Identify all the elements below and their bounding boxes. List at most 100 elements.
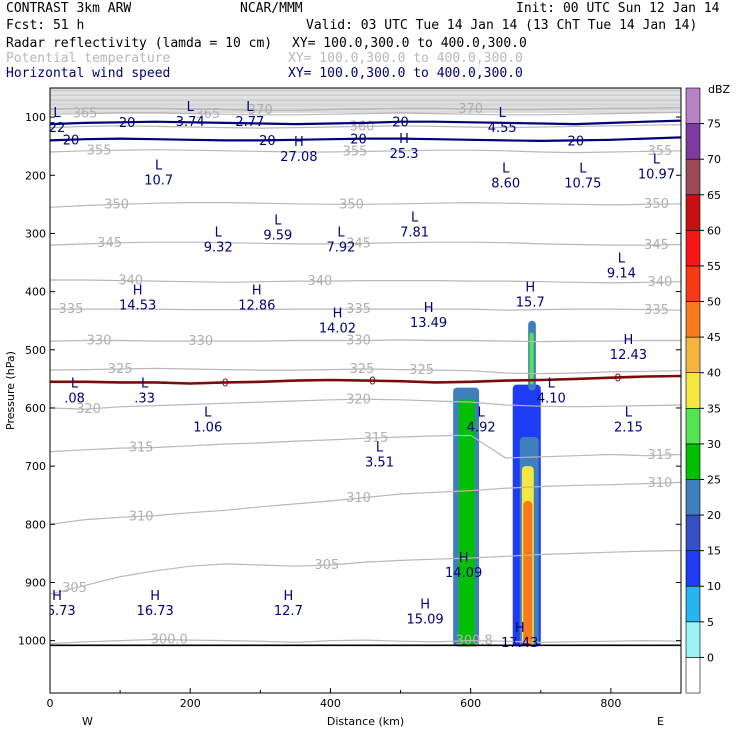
- wind-min-marker: L: [579, 161, 587, 176]
- wind-max-marker: H: [133, 283, 143, 298]
- theta-contour: [50, 434, 681, 459]
- wind-contour-label: 20: [350, 133, 367, 148]
- colorbar-swatch: [685, 657, 701, 694]
- colorbar-swatch: [685, 585, 701, 623]
- theta-contour-label: 350: [104, 197, 129, 212]
- theta-contour: [50, 149, 681, 154]
- plot-area: 300.0 300.8 305 305 310 310 310 315 315 315 320 320…: [50, 88, 681, 651]
- y-tick-label: 400: [25, 286, 46, 299]
- theta-contour: [50, 124, 681, 129]
- extremum-value: 14.53: [119, 298, 156, 313]
- extremum-value: 25.3: [390, 147, 419, 162]
- wind-max-marker: H: [52, 589, 62, 604]
- freezing-level-label: 0: [369, 375, 376, 388]
- extremum-value: .33: [134, 392, 155, 407]
- y-tick-label: 1000: [18, 635, 46, 648]
- wind-min-marker: L: [187, 100, 195, 115]
- wind-min-marker: L: [337, 225, 345, 240]
- theta-contour-label: 365: [195, 107, 220, 122]
- extremum-value: 7.92: [326, 240, 355, 255]
- colorbar-swatch: [685, 514, 701, 551]
- wind-min-marker: L: [478, 406, 486, 421]
- colorbar-swatch: [685, 443, 701, 480]
- extremum-value: 8.60: [491, 176, 520, 191]
- wind-contour: [50, 136, 681, 143]
- extremum-value: 4.55: [488, 121, 517, 136]
- theta-contour-label: 350: [339, 197, 364, 212]
- theta-contour-label: 345: [346, 236, 371, 251]
- x-end-label-west: W: [82, 715, 93, 728]
- wind-max-marker: H: [525, 281, 535, 296]
- colorbar-swatch: [685, 336, 701, 374]
- colorbar-level-label: 25: [707, 473, 721, 486]
- theta-contour: [50, 241, 681, 246]
- wind-contour: [50, 119, 681, 126]
- wind-min-marker: L: [274, 214, 282, 229]
- field-name-theta: Potential temperature: [6, 51, 171, 66]
- y-tick-label: 500: [25, 344, 46, 357]
- wind-contour-label: 20: [392, 116, 409, 131]
- wind-min-marker: L: [71, 377, 79, 392]
- theta-contour-label: 335: [59, 302, 84, 317]
- y-tick-label: 700: [25, 460, 46, 473]
- wind-min-marker: L: [618, 251, 626, 266]
- theta-contour-label: 340: [308, 274, 333, 289]
- colorbar-level-label: 15: [707, 545, 721, 558]
- x-tick-label: 400: [320, 697, 341, 710]
- colorbar-level-label: 65: [707, 189, 721, 202]
- field-xy-wind: XY= 100.0,300.0 to 400.0,300.0: [288, 66, 523, 81]
- theta-contour-label: 345: [97, 236, 122, 251]
- extremum-value: 1.06: [193, 421, 222, 436]
- colorbar-level-label: 35: [707, 402, 721, 415]
- extremum-value: 10.97: [638, 168, 675, 183]
- wind-min-marker: L: [155, 158, 163, 173]
- extremum-value: 27.08: [280, 150, 317, 165]
- theta-contour-label: 320: [346, 392, 371, 407]
- colorbar-level-label: 5: [707, 616, 714, 629]
- wind-max-marker: H: [459, 551, 469, 566]
- y-tick-label: 900: [25, 576, 46, 589]
- theta-contour: [50, 308, 681, 311]
- wind-max-marker: H: [252, 283, 262, 298]
- wind-min-marker: L: [548, 377, 556, 392]
- x-tick-label: 0: [47, 697, 54, 710]
- colorbar-level-label: 0: [707, 651, 714, 664]
- colorbar-swatch: [685, 87, 701, 124]
- reflectivity-cell: [458, 399, 475, 647]
- y-tick-label: 100: [25, 111, 46, 124]
- field-xy-theta: XY= 100.0,300.0 to 400.0,300.0: [288, 51, 523, 66]
- theta-contour-label: 355: [648, 144, 673, 159]
- theta-contour: [50, 339, 681, 343]
- extremum-value: 7.81: [400, 226, 429, 241]
- extremum-value: 3.74: [176, 115, 205, 130]
- colorbar-swatch: [685, 372, 701, 409]
- wind-max-marker: H: [624, 333, 634, 348]
- wind-contour-label: 20: [568, 134, 585, 149]
- wind-contour-label: 20: [63, 134, 80, 149]
- forecast-hour: Fcst: 51 h: [6, 18, 84, 33]
- reflectivity-cell: [529, 332, 534, 385]
- wind-min-marker: L: [141, 377, 149, 392]
- header: CONTRAST 3km ARW NCAR/MMM Init: 00 UTC S…: [6, 1, 720, 81]
- colorbar-swatch: [685, 194, 701, 231]
- y-tick-label: 800: [25, 518, 46, 531]
- theta-contour: [50, 201, 681, 208]
- colorbar: dBZ 0 5 10 15 20 25 30 35 40 45 50 55 60 65 70 75: [685, 83, 731, 694]
- extremum-value: 15.7: [516, 296, 545, 311]
- plot-content: 300.0 300.8 305 305 310 310 310 315 315 315 320 320…: [50, 88, 681, 651]
- theta-contour-label: 370: [248, 103, 273, 118]
- theta-contour-label: 355: [343, 145, 368, 160]
- x-end-label-east: E: [657, 715, 664, 728]
- wind-max-marker: H: [333, 307, 343, 322]
- theta-contour-label: 340: [648, 275, 673, 290]
- y-axis-label: Pressure (hPa): [4, 351, 17, 430]
- extremum-value: 9.59: [263, 229, 292, 244]
- extremum-value: 15.09: [406, 613, 443, 628]
- extremum-value: 12.7: [274, 604, 303, 619]
- colorbar-level-label: 20: [707, 509, 721, 522]
- freezing-level-label: 0: [614, 371, 621, 384]
- field-name-wind: Horizontal wind speed: [6, 66, 170, 81]
- theta-contour: [50, 279, 681, 284]
- axes: Distance (km) Pressure (hPa) W E 1002003…: [4, 87, 682, 728]
